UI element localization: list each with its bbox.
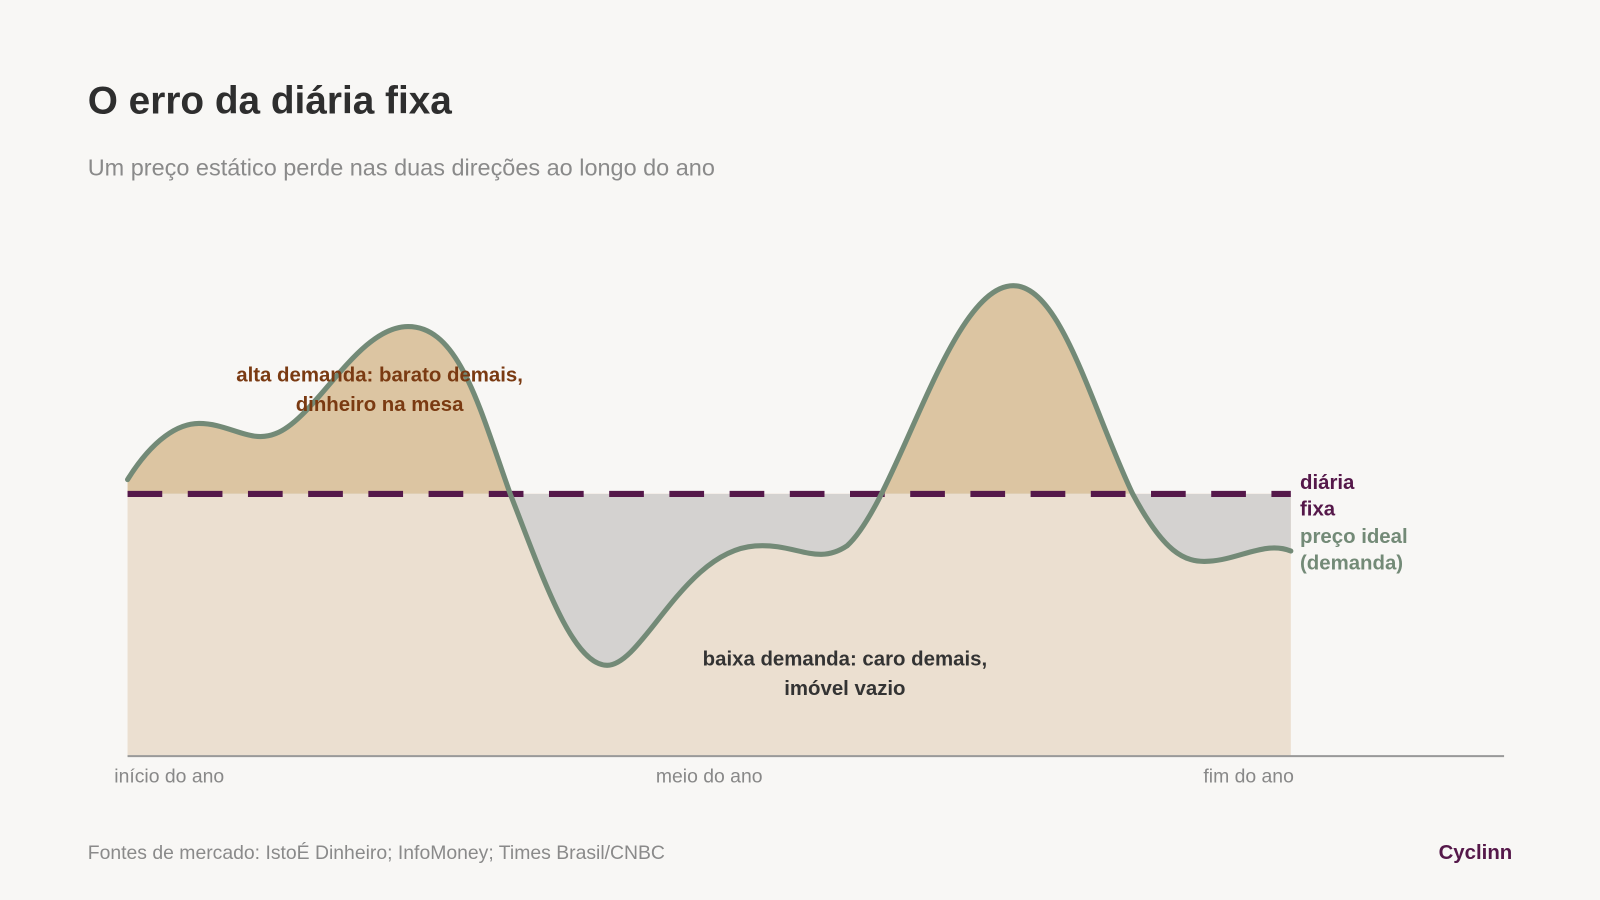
x-label: meio do ano (656, 766, 763, 788)
legend-label: preço ideal (1300, 526, 1408, 548)
x-label: início do ano (114, 766, 224, 788)
gap-areas (127, 285, 1291, 666)
title: O erro da diária fixa (88, 79, 453, 122)
brand: Cyclinn (1439, 842, 1513, 864)
x-label: fim do ano (1203, 766, 1293, 788)
subtitle: Um preço estático perde nas duas direçõe… (88, 155, 715, 181)
annotation: alta demanda: barato demais, (236, 365, 523, 387)
legend-label: (demanda) (1300, 552, 1403, 574)
annotation: dinheiro na mesa (296, 394, 464, 416)
annotation: imóvel vazio (784, 678, 905, 700)
legend-label: fixa (1300, 498, 1336, 520)
ideal-price-curve (125, 283, 1294, 668)
legend-label: diária (1300, 472, 1355, 494)
undercharge-area (127, 285, 1291, 494)
source: Fontes de mercado: IstoÉ Dinheiro; InfoM… (88, 841, 665, 864)
annotation: baixa demanda: caro demais, (703, 648, 987, 670)
overcharge-area (127, 493, 1291, 666)
